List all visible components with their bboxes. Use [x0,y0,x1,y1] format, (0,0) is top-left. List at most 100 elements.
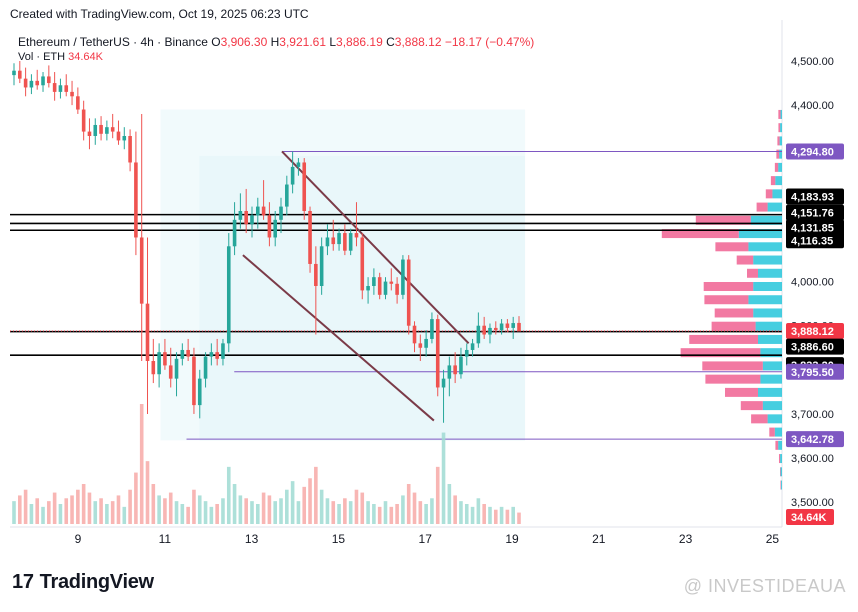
candle-body [261,206,266,216]
volume-bar [238,495,243,524]
volume-bar [221,498,225,524]
price-tag-bg [786,219,844,236]
volume-bar [366,501,370,524]
volume-legend: Vol · ETH 34.64K [18,51,103,63]
volume-bar [87,492,92,524]
volume-bar [226,466,231,524]
x-tick-label: 25 [766,532,780,546]
volume-bar [215,504,219,524]
volume-profile-down-bar [765,189,773,199]
x-tick-label: 13 [245,532,259,546]
volume-bar [430,498,434,524]
candle-body [81,109,86,132]
volume-profile-up-bar [753,282,782,291]
candle-body [122,136,127,141]
volume-bar [29,504,34,524]
candle-body [192,356,196,406]
candle-body [99,124,103,134]
volume-bar [343,498,347,524]
candle-body [337,233,341,245]
candle-body [238,211,243,220]
volume-bar [23,489,28,524]
volume-bar [418,501,423,524]
y-tick-label: 4,500.00 [791,56,834,68]
candle-body [343,233,347,251]
x-tick-label: 9 [75,532,82,546]
candle-body [395,283,399,295]
candle-body [424,338,428,348]
volume-bar [180,504,185,524]
candle-body [255,206,260,216]
volume-bar [493,509,498,524]
price-tag-label: 4,116.35 [791,235,833,247]
price-tag-label: 3,795.50 [791,367,834,379]
price-tag-label: 3,642.78 [791,434,834,446]
tradingview-logo[interactable]: 17 TradingView [12,571,154,593]
volume-profile-up-bar [767,414,782,424]
volume-bar [116,495,121,524]
volume-bar [81,484,86,524]
volume-bar [476,498,481,524]
volume-profile-up-bar [762,361,782,371]
volume-bar [163,498,167,524]
volume-bar [424,504,428,524]
volume-profile-up-bar [779,149,782,159]
volume-bar [157,495,161,524]
candle-body [325,237,330,247]
candle-body [499,323,504,331]
volume-bar [488,506,492,524]
candle-body [23,78,28,88]
volume-bar [128,489,132,524]
y-tick-label: 3,500.00 [791,497,834,509]
volume-bar [499,506,504,524]
candle-body [441,378,446,388]
volume-profile-down-bar [756,202,768,212]
volume-bar [203,501,208,524]
candle-body [47,76,51,84]
volume-bar [58,504,63,524]
candle-body [232,219,237,247]
x-tick-label: 15 [332,532,346,546]
price-tag-label: 4,294.80 [791,147,834,159]
symbol-legend: Ethereum / TetherUS · 4h · Binance O3,90… [18,35,535,49]
volume-profile-down-bar [695,215,751,225]
volume-bar [325,498,330,524]
symbol-label[interactable]: Ethereum / TetherUS · 4h · Binance [18,35,208,49]
candle-body [128,136,132,163]
volume-profile-up-bar [748,242,782,252]
candle-body [493,327,498,331]
volume-bar [174,501,179,524]
volume-profile-down-bar [777,136,780,146]
price-tag-bg [786,204,844,221]
volume-bar [406,484,411,524]
volume-bar [279,498,283,524]
price-tag-bg [786,431,844,448]
volume-profile-up-bar [772,189,782,199]
candle-body [354,233,359,238]
volume-bar [186,506,190,524]
volume-bar [517,512,521,524]
candle-body [215,352,219,359]
volume-bar [93,501,98,524]
volume-profile-down-bar [778,454,781,464]
volume-value: 34.64K [68,51,104,63]
volume-profile-up-bar [780,109,782,119]
candle-body [372,277,376,286]
x-tick-label: 17 [419,532,433,546]
candle-body [308,211,312,264]
high-value: 3,921.61 [279,35,327,49]
volume-bar [47,501,51,524]
volume-bar [122,506,127,524]
volume-bar [372,504,376,524]
volume-bar [41,506,45,524]
volume-bar [505,509,510,524]
y-tick-label: 3,700.00 [791,409,834,421]
volume-bar [76,489,80,524]
candle-body [331,237,336,245]
price-tag-label: 4,183.93 [791,191,834,203]
volume-profile-down-bar [725,387,758,397]
volume-label[interactable]: Vol · ETH [18,51,66,63]
volume-profile-up-bar [758,268,782,278]
volume-profile-up-bar [767,202,782,212]
